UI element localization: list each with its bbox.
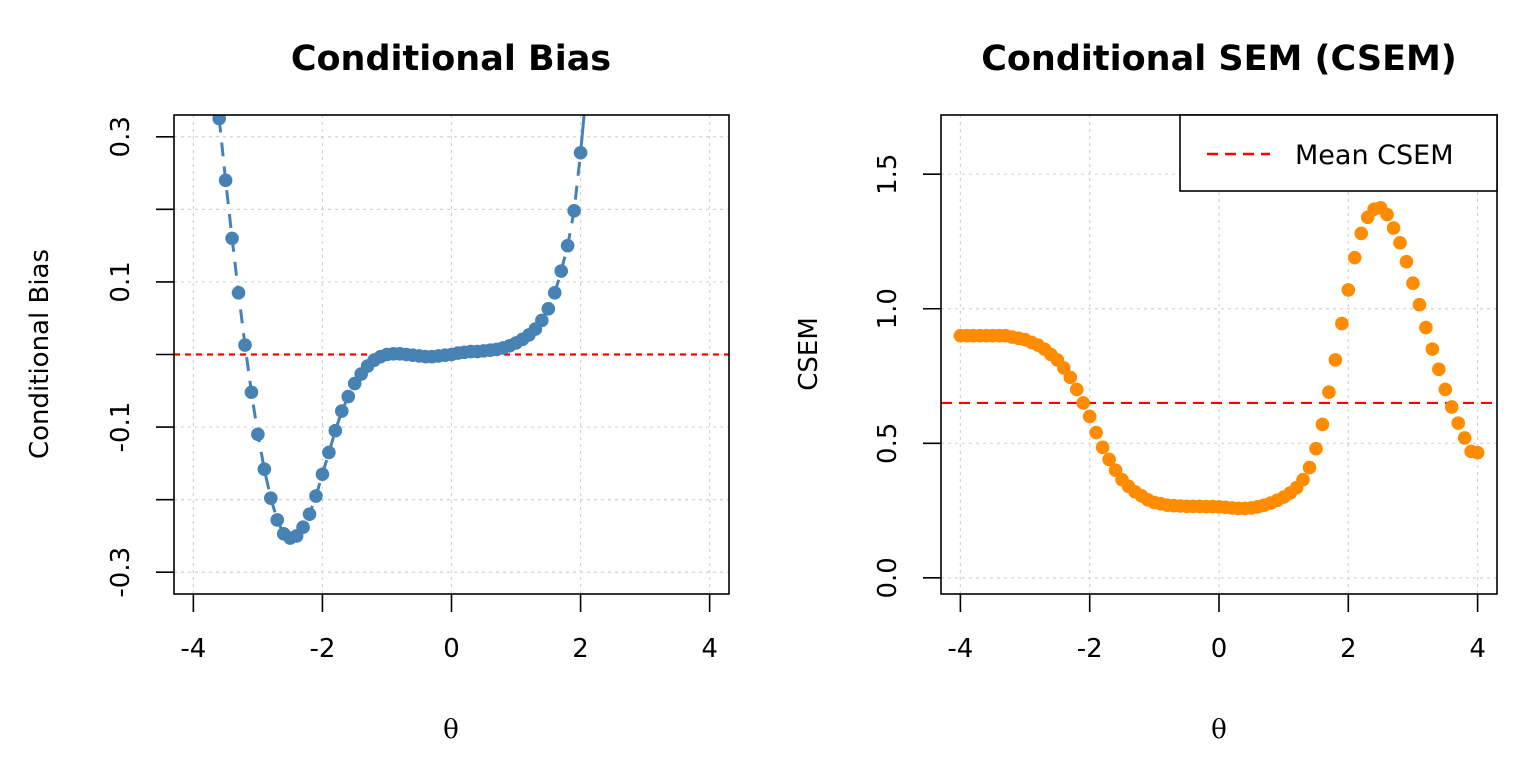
- data-point: [1393, 236, 1407, 250]
- x-tick-label: 0: [1211, 634, 1228, 664]
- csem-x-axis-label: θ: [1211, 715, 1227, 745]
- data-point: [567, 204, 581, 218]
- x-tick-label: 4: [1469, 634, 1486, 664]
- csem-x-axis: -4 -2 0 2 4: [947, 594, 1486, 664]
- legend-entry-mean-csem: Mean CSEM: [1295, 140, 1454, 171]
- bias-y-axis: -0.3 -0.1 0.1 0.3: [106, 116, 174, 598]
- csem-y-axis-label: CSEM: [794, 317, 824, 391]
- data-point: [1406, 276, 1420, 290]
- x-tick-label: -2: [309, 634, 335, 664]
- series-line-extension: [579, 115, 586, 153]
- data-point: [535, 313, 549, 328]
- y-tick-label: -0.1: [106, 402, 136, 453]
- data-point: [334, 404, 349, 418]
- data-point: [1341, 283, 1356, 297]
- data-point: [1102, 452, 1116, 467]
- data-point: [1438, 382, 1453, 397]
- data-point: [1451, 416, 1466, 430]
- bias-chart-title: Conditional Bias: [291, 39, 611, 79]
- x-tick-label: 4: [701, 634, 718, 664]
- data-point: [1089, 425, 1103, 440]
- x-tick-label: 0: [443, 634, 460, 664]
- data-point: [218, 173, 233, 188]
- data-point: [231, 286, 246, 300]
- bias-series: [212, 115, 588, 545]
- data-point: [1419, 320, 1433, 335]
- data-point: [1412, 297, 1427, 312]
- x-tick-label: -2: [1077, 634, 1103, 664]
- data-point: [1082, 409, 1097, 424]
- csem-grid: [941, 115, 1497, 594]
- y-tick-label: 0.1: [106, 261, 136, 302]
- data-point: [1315, 417, 1330, 432]
- data-point: [309, 489, 323, 503]
- data-point: [315, 467, 330, 482]
- data-point: [1095, 440, 1110, 455]
- conditional-bias-panel: Conditional Bias -4 -2 0 2 4 -0.3-0.10.10.3 …: [25, 39, 730, 745]
- data-point: [1432, 362, 1446, 377]
- data-point: [264, 491, 278, 506]
- data-point: [212, 115, 226, 126]
- data-point: [1328, 353, 1343, 367]
- data-point: [1380, 207, 1394, 222]
- data-point: [560, 238, 575, 253]
- data-point: [1444, 400, 1459, 414]
- data-point: [270, 513, 285, 527]
- x-tick-label: 2: [1340, 634, 1357, 664]
- data-point: [1354, 226, 1369, 241]
- y-tick-label: 1.5: [873, 154, 903, 195]
- data-point: [1386, 221, 1401, 235]
- data-point: [1322, 385, 1336, 399]
- bias-y-axis-label: Conditional Bias: [25, 249, 55, 459]
- y-tick-label: 0.3: [106, 116, 136, 157]
- x-tick-label: -4: [947, 634, 973, 664]
- data-point: [1347, 250, 1362, 265]
- csem-series: [953, 201, 1485, 516]
- x-tick-label: -4: [180, 634, 206, 664]
- data-point: [1470, 445, 1485, 460]
- bias-x-axis-label: θ: [443, 715, 459, 745]
- data-point: [1457, 431, 1472, 445]
- y-tick-label: 1.0: [873, 288, 903, 329]
- data-point: [1425, 342, 1440, 356]
- data-point: [238, 338, 252, 352]
- data-point: [1296, 472, 1310, 487]
- csem-legend: Mean CSEM: [1179, 114, 1498, 192]
- data-point: [225, 231, 239, 246]
- data-point: [251, 427, 265, 442]
- csem-y-axis: 0.0 0.5 1.0 1.5: [873, 154, 941, 599]
- data-point: [1399, 254, 1414, 269]
- csem-panel: Conditional SEM (CSEM) -4 -2 0 2 4 0.0 0.5 1.0…: [794, 39, 1498, 745]
- data-point: [1069, 382, 1084, 397]
- data-point: [302, 507, 317, 521]
- data-point: [541, 301, 556, 316]
- data-point: [296, 520, 310, 535]
- data-point: [341, 389, 356, 404]
- data-point: [1335, 316, 1349, 331]
- csem-chart-title: Conditional SEM (CSEM): [981, 39, 1457, 79]
- y-tick-label: 0.5: [873, 423, 903, 464]
- data-point: [1076, 396, 1091, 410]
- data-point: [322, 445, 336, 460]
- data-point: [244, 385, 259, 400]
- data-point: [1302, 460, 1317, 475]
- data-point: [257, 462, 272, 476]
- data-point: [573, 145, 588, 160]
- bias-grid: [174, 115, 729, 594]
- series-marks: [953, 201, 1485, 516]
- x-tick-label: 2: [572, 634, 589, 664]
- bias-x-axis: -4 -2 0 2 4: [180, 594, 718, 664]
- y-tick-label: 0.0: [873, 557, 903, 598]
- data-point: [328, 423, 343, 438]
- data-point: [1309, 441, 1323, 456]
- series-line: [217, 118, 583, 540]
- data-point: [554, 264, 569, 278]
- data-point: [1063, 370, 1078, 385]
- y-tick-label: -0.3: [106, 547, 136, 598]
- data-point: [547, 286, 562, 300]
- series-marks: [212, 115, 588, 545]
